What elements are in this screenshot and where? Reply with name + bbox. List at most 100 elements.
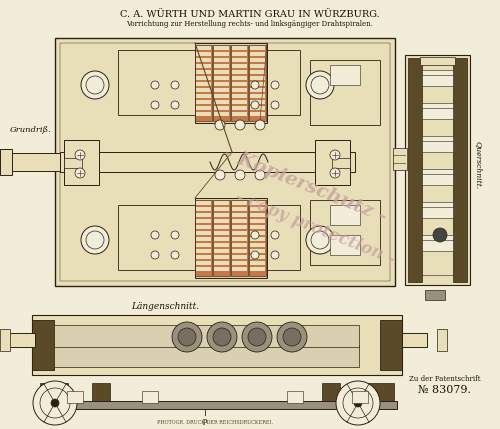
- Bar: [213, 45, 230, 121]
- Bar: [393, 148, 407, 170]
- Circle shape: [251, 81, 259, 89]
- Bar: [196, 76, 211, 80]
- Bar: [196, 255, 211, 259]
- Bar: [250, 207, 265, 211]
- Bar: [214, 261, 229, 265]
- Bar: [232, 112, 247, 116]
- Circle shape: [151, 81, 159, 89]
- Circle shape: [215, 170, 225, 180]
- Circle shape: [171, 81, 179, 89]
- Text: № 83079.: № 83079.: [418, 385, 472, 395]
- Bar: [250, 88, 265, 92]
- Bar: [214, 100, 229, 104]
- Bar: [366, 383, 394, 403]
- Circle shape: [207, 322, 237, 352]
- Bar: [232, 267, 247, 271]
- Bar: [287, 391, 303, 403]
- Bar: [250, 237, 265, 241]
- Bar: [420, 57, 455, 65]
- Bar: [214, 58, 229, 62]
- Text: C. A. WÜRTH UND MARTIN GRAU IN WÜRZBURG.: C. A. WÜRTH UND MARTIN GRAU IN WÜRZBURG.: [120, 10, 380, 19]
- Circle shape: [242, 322, 272, 352]
- Bar: [232, 249, 247, 253]
- Bar: [0, 329, 10, 351]
- Bar: [54, 325, 359, 347]
- Circle shape: [81, 71, 109, 99]
- Circle shape: [251, 101, 259, 109]
- Bar: [196, 267, 211, 271]
- Bar: [250, 249, 265, 253]
- Bar: [250, 267, 265, 271]
- Circle shape: [81, 226, 109, 254]
- Bar: [214, 231, 229, 235]
- Bar: [310, 60, 380, 125]
- Bar: [422, 235, 453, 251]
- Bar: [196, 243, 211, 247]
- Bar: [408, 58, 422, 282]
- Circle shape: [151, 251, 159, 259]
- Bar: [250, 100, 265, 104]
- Circle shape: [151, 231, 159, 239]
- Bar: [214, 243, 229, 247]
- Bar: [32, 320, 54, 370]
- Bar: [196, 261, 211, 265]
- Circle shape: [248, 328, 266, 346]
- Bar: [232, 64, 247, 68]
- Circle shape: [235, 120, 245, 130]
- Bar: [250, 58, 265, 62]
- Circle shape: [151, 101, 159, 109]
- Bar: [215, 50, 300, 115]
- Bar: [32, 315, 402, 375]
- Circle shape: [354, 399, 362, 407]
- Bar: [232, 243, 247, 247]
- Text: Grundriß.: Grundriß.: [10, 126, 52, 134]
- Circle shape: [271, 231, 279, 239]
- Bar: [232, 70, 247, 74]
- Bar: [37, 401, 397, 409]
- Bar: [250, 82, 265, 86]
- Bar: [250, 76, 265, 80]
- Bar: [196, 213, 211, 217]
- Bar: [214, 88, 229, 92]
- Bar: [195, 198, 267, 278]
- Bar: [214, 255, 229, 259]
- Bar: [250, 70, 265, 74]
- Bar: [352, 391, 368, 403]
- Bar: [250, 94, 265, 98]
- Circle shape: [271, 251, 279, 259]
- Bar: [250, 243, 265, 247]
- Bar: [422, 103, 453, 119]
- Bar: [214, 213, 229, 217]
- Bar: [250, 64, 265, 68]
- Bar: [92, 383, 110, 403]
- Bar: [195, 200, 212, 276]
- Bar: [196, 219, 211, 223]
- Bar: [425, 290, 445, 300]
- Bar: [232, 213, 247, 217]
- Bar: [214, 82, 229, 86]
- Bar: [196, 201, 211, 205]
- Circle shape: [277, 322, 307, 352]
- Circle shape: [255, 170, 265, 180]
- Bar: [196, 46, 211, 50]
- Text: PHOTOGR. DRUCK DER REICHSDRUCKEREI.: PHOTOGR. DRUCK DER REICHSDRUCKEREI.: [157, 420, 273, 425]
- Bar: [250, 255, 265, 259]
- Bar: [250, 112, 265, 116]
- Circle shape: [306, 226, 334, 254]
- Bar: [250, 213, 265, 217]
- Bar: [232, 76, 247, 80]
- Bar: [214, 64, 229, 68]
- Bar: [232, 231, 247, 235]
- Bar: [40, 383, 68, 403]
- Circle shape: [171, 251, 179, 259]
- Circle shape: [330, 168, 340, 178]
- Bar: [405, 55, 470, 285]
- Bar: [142, 391, 158, 403]
- Circle shape: [213, 328, 231, 346]
- Bar: [195, 45, 212, 121]
- Bar: [214, 219, 229, 223]
- Bar: [232, 207, 247, 211]
- Circle shape: [172, 322, 202, 352]
- Bar: [422, 136, 453, 152]
- Bar: [118, 50, 203, 115]
